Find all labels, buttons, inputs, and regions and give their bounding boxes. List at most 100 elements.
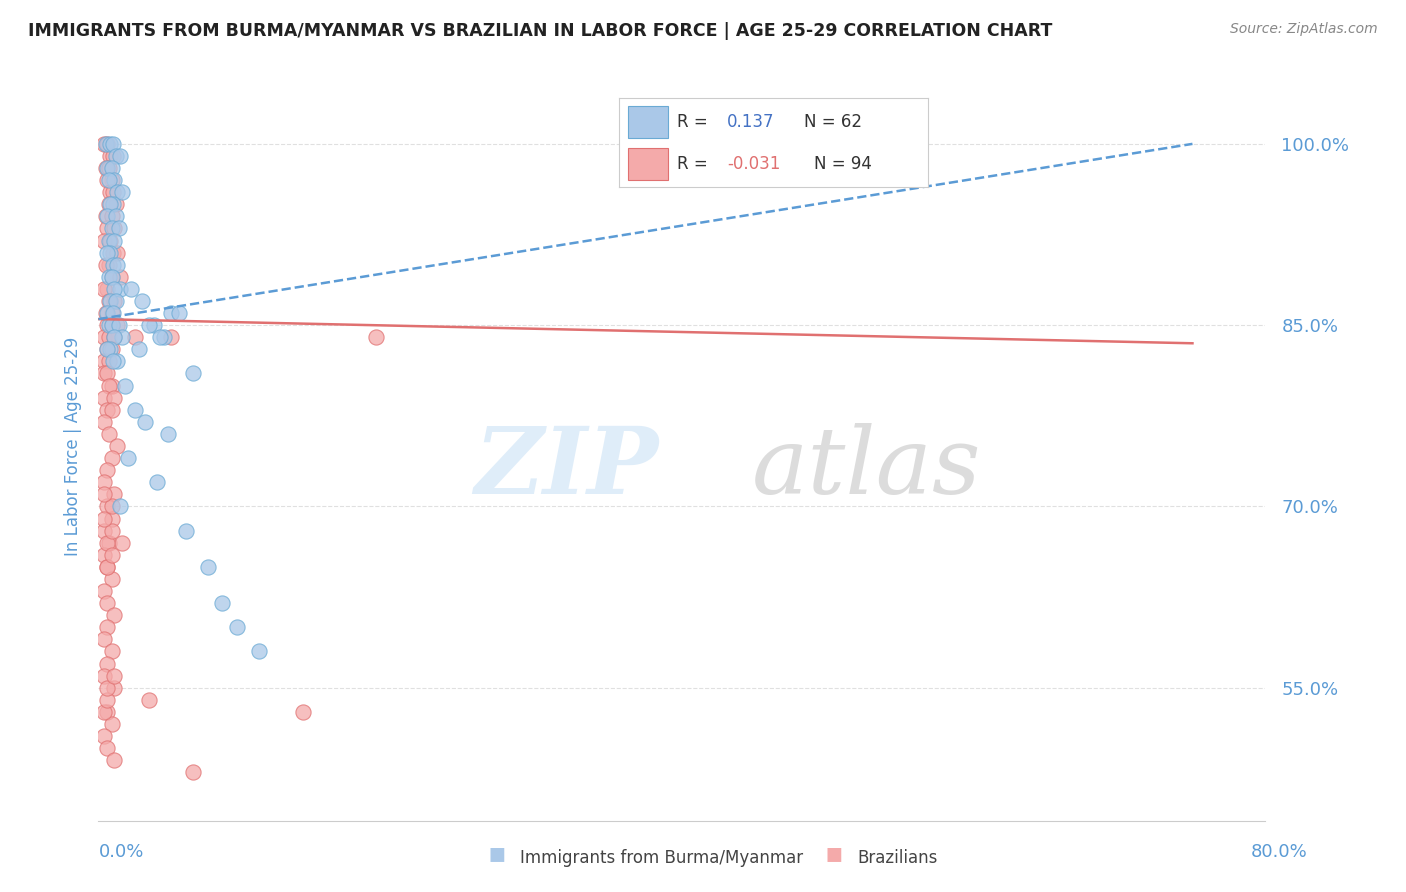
Bar — [628, 148, 668, 180]
Point — [103, 293, 125, 308]
Point — [97, 173, 120, 187]
Point — [105, 258, 128, 272]
Text: ▪: ▪ — [488, 839, 506, 867]
Point — [101, 136, 124, 151]
Point — [110, 282, 132, 296]
Point — [94, 258, 117, 272]
Point — [103, 234, 125, 248]
Point — [97, 354, 120, 368]
Point — [96, 596, 118, 610]
Point — [105, 354, 128, 368]
Point — [104, 149, 127, 163]
Point — [97, 197, 120, 211]
Point — [96, 173, 118, 187]
Point — [100, 524, 122, 538]
Point — [96, 282, 118, 296]
Point — [197, 559, 219, 574]
Point — [93, 330, 115, 344]
Point — [96, 559, 118, 574]
Point — [98, 234, 121, 248]
Point — [93, 487, 115, 501]
Point — [103, 487, 125, 501]
Point — [110, 500, 132, 514]
Point — [93, 632, 115, 647]
Point — [93, 136, 115, 151]
Point — [120, 282, 142, 296]
Y-axis label: In Labor Force | Age 25-29: In Labor Force | Age 25-29 — [63, 336, 82, 556]
Point — [100, 500, 122, 514]
Point — [98, 185, 121, 199]
Point — [157, 426, 180, 441]
Text: -0.031: -0.031 — [727, 155, 780, 173]
Point — [94, 136, 117, 151]
Point — [96, 367, 118, 381]
Point — [97, 330, 120, 344]
Point — [100, 511, 122, 525]
Point — [93, 668, 115, 682]
Point — [142, 318, 165, 333]
Point — [100, 717, 122, 731]
Point — [105, 245, 128, 260]
Point — [110, 269, 132, 284]
Point — [134, 415, 156, 429]
Point — [111, 535, 134, 549]
Point — [100, 161, 122, 175]
Point — [96, 318, 118, 333]
Point — [97, 258, 120, 272]
Point — [96, 741, 118, 756]
Point — [93, 548, 115, 562]
Point — [93, 584, 115, 599]
Point — [100, 306, 122, 320]
Point — [160, 306, 183, 320]
Point — [103, 330, 125, 344]
Point — [128, 343, 150, 357]
Point — [96, 705, 118, 719]
Point — [100, 318, 122, 333]
Point — [100, 173, 122, 187]
Text: 0.137: 0.137 — [727, 113, 775, 131]
Text: Source: ZipAtlas.com: Source: ZipAtlas.com — [1230, 22, 1378, 37]
Point — [149, 330, 172, 344]
Point — [96, 500, 118, 514]
Point — [97, 161, 120, 175]
Point — [138, 318, 160, 333]
Point — [96, 245, 118, 260]
Point — [101, 185, 124, 199]
Point — [160, 330, 183, 344]
Point — [93, 729, 115, 743]
Text: 0.0%: 0.0% — [98, 843, 143, 861]
Point — [98, 293, 121, 308]
Point — [211, 596, 233, 610]
Point — [96, 136, 118, 151]
Point — [100, 402, 122, 417]
Point — [103, 681, 125, 695]
Point — [97, 234, 120, 248]
Text: IMMIGRANTS FROM BURMA/MYANMAR VS BRAZILIAN IN LABOR FORCE | AGE 25-29 CORRELATIO: IMMIGRANTS FROM BURMA/MYANMAR VS BRAZILI… — [28, 22, 1053, 40]
Point — [100, 644, 122, 658]
Point — [97, 293, 120, 308]
Point — [117, 451, 139, 466]
Point — [110, 149, 132, 163]
Point — [153, 330, 176, 344]
Point — [100, 378, 122, 392]
Point — [96, 402, 118, 417]
Point — [101, 197, 124, 211]
Point — [181, 765, 204, 780]
Point — [98, 136, 121, 151]
Point — [97, 426, 120, 441]
Point — [100, 210, 122, 224]
Point — [146, 475, 169, 490]
Point — [226, 620, 249, 634]
Point — [291, 705, 314, 719]
Point — [105, 439, 128, 453]
Point — [124, 330, 146, 344]
Point — [100, 318, 122, 333]
Point — [138, 693, 160, 707]
Point — [93, 354, 115, 368]
Point — [96, 657, 118, 671]
Point — [94, 306, 117, 320]
Point — [108, 221, 131, 235]
Point — [103, 668, 125, 682]
Point — [96, 681, 118, 695]
Point — [93, 415, 115, 429]
